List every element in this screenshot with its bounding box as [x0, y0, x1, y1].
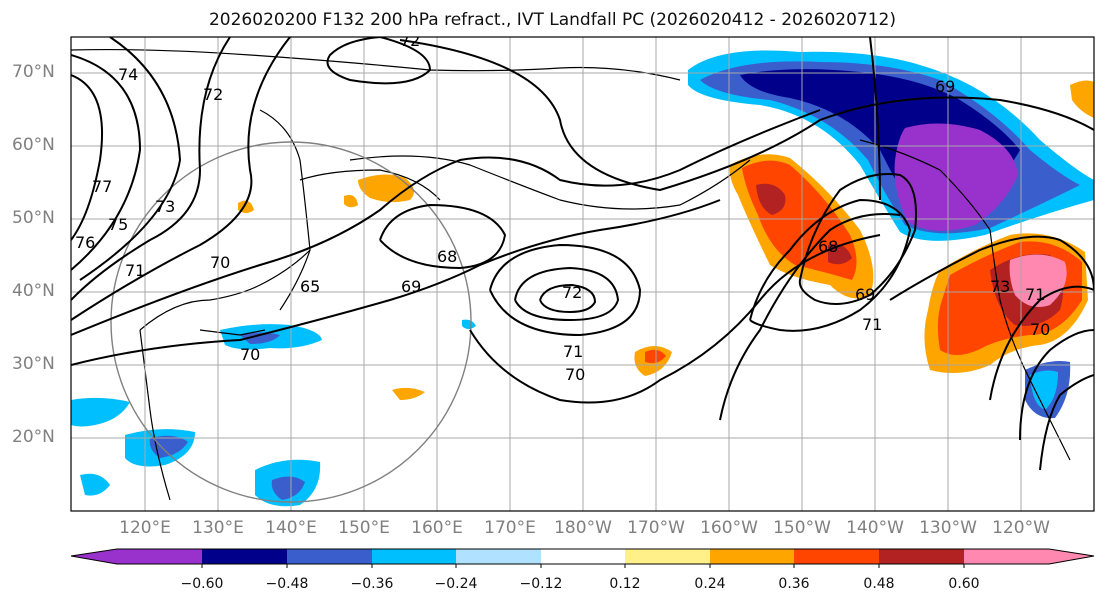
shade-region	[894, 123, 1018, 231]
colorbar-tick-label: 0.12	[609, 576, 641, 592]
contour-label: 70	[1030, 320, 1050, 339]
colorbar-extend-left	[71, 549, 117, 564]
shade-region	[71, 397, 130, 427]
colorbar-segment	[794, 549, 879, 564]
lon-label-130e: 130°E	[192, 518, 244, 538]
lon-label-140w: 140°W	[846, 518, 904, 538]
lat-label-30n: 30°N	[12, 354, 55, 374]
shade-region	[828, 243, 852, 265]
lat-label-60n: 60°N	[12, 135, 55, 155]
grid-lines	[71, 37, 1094, 511]
shade-region	[358, 174, 414, 203]
lon-label-120e: 120°E	[119, 518, 171, 538]
colorbar-tick-label: −0.24	[434, 576, 478, 592]
colorbar-segment	[287, 549, 372, 564]
colorbar-tick-label: −0.60	[180, 576, 224, 592]
contour-label: 72	[562, 283, 582, 302]
colorbar-tick-label: 0.36	[778, 576, 810, 592]
page-title: 2026020200 F132 200 hPa refract., IVT La…	[208, 10, 896, 30]
contour-label: 74	[118, 65, 138, 84]
shade-region	[344, 195, 358, 208]
lon-label-170e: 170°E	[484, 518, 536, 538]
contour-label: 71	[862, 315, 882, 334]
contour-label: 71	[125, 261, 145, 280]
colorbar-tick-label: 0.24	[694, 576, 726, 592]
lon-label-150e: 150°E	[338, 518, 390, 538]
coastlines	[71, 48, 1071, 501]
colorbar-segment	[964, 549, 1049, 564]
contour-label: 70	[565, 365, 585, 384]
colorbar-segment	[202, 549, 287, 564]
colorbar	[70, 548, 1095, 568]
contour-label: 71	[563, 342, 583, 361]
shade-region	[271, 476, 305, 500]
contour-label: 69	[401, 277, 421, 296]
contour-label: 77	[92, 177, 112, 196]
shade-region	[392, 387, 425, 400]
contour-label: 71	[1025, 285, 1045, 304]
colorbar-segment	[117, 549, 202, 564]
shade-region	[149, 435, 188, 458]
contour-label: 72	[203, 85, 223, 104]
contour-label: 69	[935, 77, 955, 96]
colorbar-extend-right	[1049, 549, 1094, 564]
lon-label-130w: 130°W	[919, 518, 977, 538]
lat-label-40n: 40°N	[12, 281, 55, 301]
lon-label-140e: 140°E	[265, 518, 317, 538]
contour-label: 72	[400, 31, 420, 50]
lon-label-120w: 120°W	[992, 518, 1050, 538]
colorbar-segment	[456, 549, 541, 564]
colorbar-segment	[625, 549, 710, 564]
contour-lines	[71, 37, 1094, 471]
colorbar-segment	[710, 549, 794, 564]
contour-label: 75	[108, 215, 128, 234]
shade-region	[756, 183, 786, 215]
colorbar-tick-label: −0.48	[265, 576, 309, 592]
contour-label: 70	[240, 345, 260, 364]
shade-region	[1070, 80, 1094, 118]
shade-region	[240, 332, 280, 344]
colorbar-tick-label: 0.48	[863, 576, 895, 592]
colorbar-segment	[879, 549, 964, 564]
radius-circle	[110, 141, 472, 503]
contour-label: 70	[210, 253, 230, 272]
colorbar-tick-label: −0.36	[350, 576, 394, 592]
colorbar-segment	[372, 549, 456, 564]
lat-label-50n: 50°N	[12, 208, 55, 228]
shade-region	[1030, 370, 1058, 410]
lon-label-160e: 160°E	[411, 518, 463, 538]
contour-label: 68	[818, 237, 838, 256]
colorbar-tick-label: 0.60	[948, 576, 980, 592]
lon-label-150w: 150°W	[773, 518, 831, 538]
colorbar-tick-label: −0.12	[519, 576, 563, 592]
contour-label: 73	[990, 277, 1010, 296]
lat-label-20n: 20°N	[12, 427, 55, 447]
contour-label: 65	[300, 277, 320, 296]
lon-label-180w: 180°W	[554, 518, 612, 538]
shade-region	[462, 319, 476, 329]
colorbar-segment	[541, 549, 625, 564]
lat-label-70n: 70°N	[12, 62, 55, 82]
lon-label-160w: 160°W	[700, 518, 758, 538]
contour-label: 76	[75, 233, 95, 252]
shade-region	[80, 473, 110, 496]
map-frame	[70, 36, 1095, 512]
contour-label: 68	[437, 247, 457, 266]
lon-label-170w: 170°W	[627, 518, 685, 538]
contour-label: 69	[855, 285, 875, 304]
contour-label: 73	[155, 197, 175, 216]
